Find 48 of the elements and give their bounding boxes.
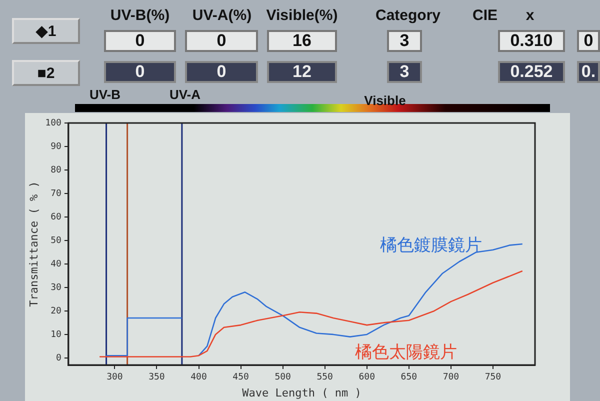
x-tick-label: 750 (484, 372, 502, 383)
text: 0 (185, 61, 258, 83)
y-tick-label: 80 (50, 165, 62, 176)
text: Category (374, 6, 442, 26)
text: 3 (387, 61, 422, 83)
y-tick-label: 50 (50, 236, 62, 246)
y-tick-label: 0 (56, 353, 62, 364)
text: CIE (471, 6, 498, 26)
x-tick-label: 700 (442, 372, 460, 383)
y-tick-label: 30 (50, 282, 62, 293)
x-tick-label: 350 (148, 372, 165, 383)
text: Visible (363, 92, 407, 108)
text: 0. (577, 61, 600, 83)
y-tick-label: 20 (50, 306, 62, 316)
y-tick-label: 40 (50, 259, 62, 270)
series-label: 橘色太陽鏡片 (355, 342, 457, 362)
text: UV-A (168, 86, 202, 102)
text: UV-B(%) (109, 6, 171, 26)
text: 0 (104, 30, 176, 52)
y-tick-label: 10 (50, 330, 62, 340)
text: 16 (267, 30, 337, 52)
text: 0 (104, 61, 176, 83)
y-tick-label: 60 (50, 212, 62, 222)
y-tick-label: 70 (50, 188, 62, 199)
text: x (524, 6, 536, 26)
y-tick-label: 100 (45, 118, 62, 128)
text: 12 (267, 61, 337, 83)
text: Visible(%) (265, 6, 339, 26)
text: 0 (577, 30, 600, 52)
x-tick-label: 300 (106, 372, 123, 383)
x-axis-title: Wave Length ( nm ) (242, 386, 362, 400)
text: UV-A(%) (191, 6, 253, 26)
y-tick-label: 90 (50, 142, 62, 152)
x-tick-label: 450 (232, 372, 249, 383)
x-tick-label: 500 (274, 372, 291, 383)
text: ◆1 (12, 18, 80, 44)
text: UV-B (88, 86, 122, 102)
text: ■2 (12, 60, 80, 86)
y-axis-title: Transmittance ( % ) (27, 181, 40, 307)
text: 0 (185, 30, 258, 52)
text: 0.310 (498, 30, 565, 52)
text: 3 (387, 30, 422, 52)
x-tick-label: 600 (358, 372, 376, 383)
text: 0.252 (498, 61, 565, 83)
x-tick-label: 650 (400, 372, 418, 383)
series-label: 橘色鍍膜鏡片 (380, 235, 482, 256)
x-tick-label: 400 (190, 372, 207, 383)
x-tick-label: 550 (316, 372, 333, 383)
